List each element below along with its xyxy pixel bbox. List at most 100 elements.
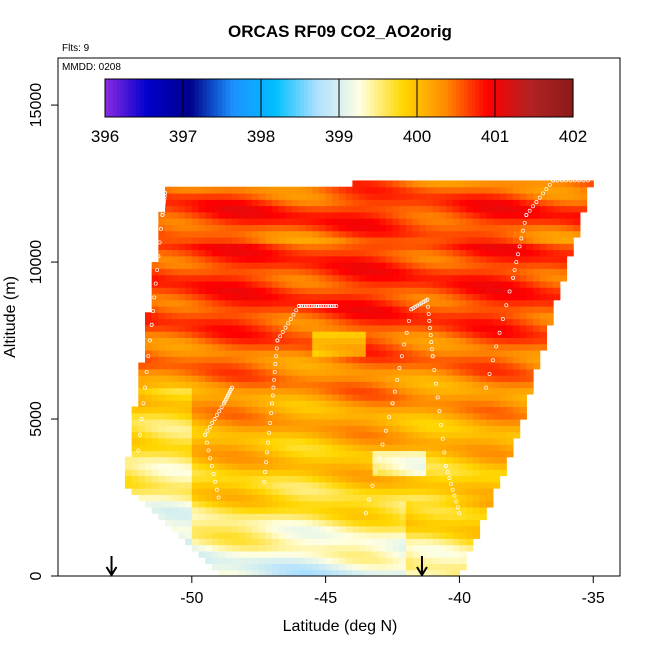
heatmap-cell: [198, 500, 206, 508]
heatmap-cell: [325, 494, 333, 502]
heatmap-cell: [305, 462, 313, 470]
heatmap-cell: [419, 419, 427, 426]
heatmap-cell: [392, 419, 400, 426]
heatmap-cell: [372, 400, 380, 408]
heatmap-cell: [439, 262, 447, 269]
heatmap-cell: [425, 230, 434, 238]
heatmap-cell: [459, 199, 467, 207]
heatmap-cell: [492, 469, 501, 477]
heatmap-cell: [345, 230, 353, 238]
heatmap-cell: [218, 456, 226, 464]
colorbar-segment: [456, 79, 461, 117]
heatmap-cell: [178, 224, 186, 232]
heatmap-cell: [526, 211, 534, 219]
heatmap-cell: [292, 368, 300, 376]
heatmap-cell: [198, 331, 206, 339]
heatmap-cell: [419, 431, 427, 439]
colorbar-segment: [448, 79, 453, 117]
heatmap-cell: [466, 349, 474, 357]
heatmap-cell: [459, 419, 467, 426]
heatmap-cell: [372, 425, 380, 433]
heatmap-cell: [419, 400, 427, 408]
heatmap-cell: [245, 255, 253, 263]
heatmap-cell: [472, 362, 481, 370]
heatmap-cell: [298, 525, 307, 533]
colorbar-segment: [385, 79, 391, 117]
heatmap-cell: [439, 437, 447, 445]
heatmap-cell: [512, 255, 521, 263]
heatmap-cell: [292, 349, 300, 357]
heatmap-cell: [345, 431, 353, 439]
heatmap-cell: [439, 500, 447, 508]
heatmap-cell: [231, 525, 240, 533]
colorbar-segment: [362, 79, 367, 117]
heatmap-cell: [405, 268, 414, 276]
heatmap-cell: [285, 343, 293, 351]
heatmap-cell: [359, 318, 367, 326]
heatmap-cell: [432, 538, 440, 546]
heatmap-cell: [446, 456, 454, 464]
heatmap-cell: [305, 400, 313, 408]
heatmap-cell: [546, 255, 554, 263]
heatmap-cell: [452, 192, 461, 200]
profile-point: [392, 389, 397, 394]
heatmap-cell: [379, 431, 387, 439]
heatmap-cell: [553, 205, 561, 213]
heatmap-cell: [138, 456, 146, 464]
colorbar-segment: [268, 79, 274, 117]
heatmap-cell: [352, 488, 360, 495]
heatmap-cell: [506, 406, 514, 414]
heatmap-cell: [405, 538, 414, 546]
heatmap-cell: [439, 249, 447, 257]
heatmap-cell: [332, 356, 340, 364]
heatmap-cell: [425, 462, 434, 470]
heatmap-cell: [385, 243, 394, 251]
heatmap-cell: [506, 280, 514, 288]
profile-point: [216, 495, 221, 500]
heatmap-cell: [399, 180, 407, 188]
heatmap-cell: [151, 262, 159, 269]
heatmap-cell: [385, 400, 394, 408]
profile-point: [434, 381, 438, 386]
heatmap-cell: [292, 199, 300, 207]
profile-point: [206, 448, 211, 453]
heatmap-cell: [211, 519, 220, 527]
heatmap-cell: [245, 349, 253, 357]
heatmap-cell: [332, 444, 340, 452]
heatmap-cell: [165, 262, 173, 269]
heatmap-cell: [506, 375, 514, 382]
heatmap-cell: [305, 255, 313, 263]
heatmap-cell: [385, 387, 394, 395]
heatmap-cell: [365, 544, 374, 552]
heatmap-cell: [492, 362, 501, 370]
heatmap-cell: [412, 419, 420, 426]
heatmap-cell: [499, 186, 507, 194]
heatmap-cell: [298, 387, 307, 395]
heatmap-cell: [479, 475, 487, 483]
heatmap-cell: [425, 481, 434, 489]
heatmap-cell: [278, 243, 287, 251]
heatmap-cell: [238, 519, 246, 527]
heatmap-cell: [312, 538, 320, 546]
heatmap-cell: [258, 249, 266, 257]
heatmap-cell: [231, 400, 240, 408]
heatmap-cell: [238, 563, 246, 571]
heatmap-cell: [265, 550, 273, 558]
heatmap-cell: [492, 180, 501, 188]
heatmap-cell: [312, 287, 320, 295]
heatmap-cell: [332, 205, 340, 213]
heatmap-cell: [285, 456, 293, 464]
heatmap-cell: [225, 375, 233, 382]
heatmap-cell: [332, 299, 340, 307]
heatmap-cell: [452, 400, 461, 408]
heatmap-cell: [298, 506, 307, 514]
profile-point: [322, 304, 327, 308]
profile-point: [432, 368, 437, 372]
heatmap-cell: [265, 218, 273, 225]
colorbar-segment: [420, 79, 426, 117]
heatmap-cell: [466, 211, 474, 219]
heatmap-cell: [258, 205, 266, 213]
heatmap-cell: [191, 243, 200, 251]
heatmap-cell: [185, 475, 193, 483]
heatmap-cell: [292, 488, 300, 495]
